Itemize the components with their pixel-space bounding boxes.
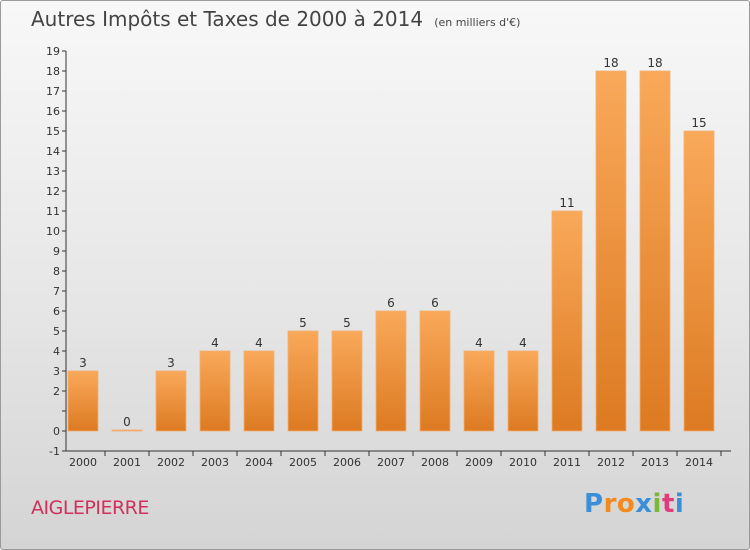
logo-letter: x (635, 489, 653, 519)
bar (551, 210, 583, 432)
x-tick-label: 2014 (685, 456, 713, 469)
y-tick-label: 7 (53, 285, 60, 298)
y-tick-label: 16 (46, 105, 60, 118)
y-tick-label: 8 (53, 265, 60, 278)
data-label: 18 (647, 56, 662, 70)
y-tick-label: 9 (53, 245, 60, 258)
x-tick-label: 2007 (377, 456, 405, 469)
x-tick-label: 2013 (641, 456, 669, 469)
data-label: 15 (691, 116, 706, 130)
x-tick-label: 2000 (69, 456, 97, 469)
y-tick-label: 2 (53, 385, 60, 398)
y-tick-label: 17 (46, 85, 60, 98)
bar (595, 70, 627, 432)
logo-letter: r (603, 489, 617, 519)
chart-subtitle: (en milliers d'€) (434, 16, 521, 29)
data-label: 6 (387, 296, 395, 310)
bar (507, 350, 539, 432)
y-tick-label: 15 (46, 125, 60, 138)
y-tick-label: 18 (46, 65, 60, 78)
x-tick-label: 2012 (597, 456, 625, 469)
bar (243, 350, 275, 432)
bar (331, 330, 363, 432)
logo-letter: i (674, 489, 685, 519)
y-tick-label: 0 (53, 425, 60, 438)
data-label: 3 (167, 356, 175, 370)
x-tick-label: 2009 (465, 456, 493, 469)
logo-letter: o (616, 489, 636, 519)
y-tick-label: 19 (46, 45, 60, 58)
logo-letter: P (584, 489, 604, 519)
y-tick-label: -1 (49, 445, 60, 458)
data-label: 4 (519, 336, 527, 350)
y-tick-label: 10 (46, 225, 60, 238)
y-tick-label: 6 (53, 305, 60, 318)
data-label: 5 (299, 316, 307, 330)
commune-name: AIGLEPIERRE (31, 497, 149, 519)
y-tick-label: 4 (53, 345, 60, 358)
chart-bars (67, 70, 715, 432)
x-tick-label: 2008 (421, 456, 449, 469)
bar (419, 310, 451, 432)
bar (199, 350, 231, 432)
y-tick-label: 11 (46, 205, 60, 218)
bar (287, 330, 319, 432)
data-label: 4 (255, 336, 263, 350)
bar (67, 370, 99, 432)
data-label: 4 (475, 336, 483, 350)
chart-data-labels: 3 0 3 4 4 5 5 6 6 4 4 11 18 18 15 (79, 56, 706, 429)
y-tick-label: 14 (46, 145, 60, 158)
x-tick-label: 2011 (553, 456, 581, 469)
logo-letter: i (652, 489, 662, 519)
x-tick-label: 2005 (289, 456, 317, 469)
data-label: 6 (431, 296, 439, 310)
x-tick-label: 2010 (509, 456, 537, 469)
logo-letter: t (661, 489, 675, 519)
bar (683, 130, 715, 432)
data-label: 11 (559, 196, 574, 210)
y-tick-label: 13 (46, 165, 60, 178)
data-label: 4 (211, 336, 219, 350)
y-tick-label: 5 (53, 325, 60, 338)
bar (111, 429, 143, 432)
x-tick-label: 2001 (113, 456, 141, 469)
proxiti-logo[interactable]: Proxiti (584, 489, 684, 519)
data-label: 3 (79, 356, 87, 370)
data-label: 5 (343, 316, 351, 330)
chart-header: Autres Impôts et Taxes de 2000 à 2014 (e… (31, 7, 520, 31)
x-tick-label: 2003 (201, 456, 229, 469)
bar (375, 310, 407, 432)
bar (639, 70, 671, 432)
data-label: 18 (603, 56, 618, 70)
data-label: 0 (123, 415, 131, 429)
bar (463, 350, 495, 432)
chart-title: Autres Impôts et Taxes de 2000 à 2014 (31, 7, 424, 31)
y-tick-label: 12 (46, 185, 60, 198)
bar (155, 370, 187, 432)
x-tick-label: 2002 (157, 456, 185, 469)
x-tick-label: 2004 (245, 456, 273, 469)
y-tick-label: 3 (53, 365, 60, 378)
x-tick-label: 2006 (333, 456, 361, 469)
chart-axes: -1 0 2 3 4 5 6 7 8 9 10 11 12 13 14 15 16 17 18 19 2000 2001 2… (46, 45, 731, 469)
